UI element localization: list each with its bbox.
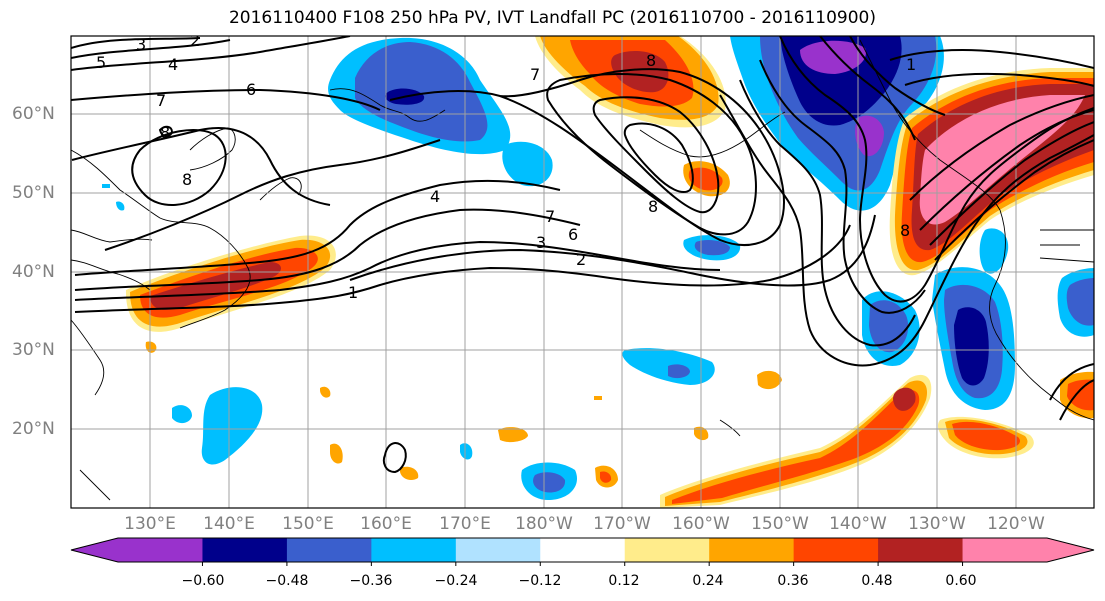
contour-label: 6 bbox=[568, 225, 578, 244]
shade-negative-alaska bbox=[800, 40, 866, 74]
lon-label: 160°W bbox=[672, 514, 730, 534]
colorbar-swatch bbox=[962, 538, 1048, 562]
colorbar-swatch bbox=[202, 538, 288, 562]
colorbar-swatch bbox=[624, 538, 710, 562]
shade-negative-east-pacific bbox=[954, 307, 989, 386]
shade-positive-japan bbox=[150, 262, 282, 310]
lon-label: 130°W bbox=[908, 514, 966, 534]
colorbar-tick-label: 0.36 bbox=[777, 573, 809, 589]
shade-positive-bering bbox=[688, 167, 723, 191]
shade-small-blob bbox=[498, 427, 528, 443]
lon-label: 120°W bbox=[987, 514, 1045, 534]
contour-label: 7 bbox=[156, 91, 166, 110]
lon-label: 170°E bbox=[439, 514, 491, 534]
colorbar-tick-label: −0.60 bbox=[181, 573, 225, 589]
contour-label: 3 bbox=[136, 35, 146, 54]
colorbar bbox=[70, 537, 1095, 566]
contour-label: 2 bbox=[190, 31, 200, 50]
contour-label: 8 bbox=[900, 221, 910, 240]
contour-label: 1 bbox=[906, 55, 916, 74]
lon-label: 150°W bbox=[751, 514, 809, 534]
colorbar-swatch bbox=[118, 538, 203, 562]
contour-label: 7 bbox=[530, 65, 540, 84]
contour-label: 4 bbox=[430, 187, 440, 206]
colorbar-tick-label: −0.48 bbox=[265, 573, 309, 589]
shade-positive-subtropical bbox=[660, 374, 932, 508]
colorbar-tick-label: 0.24 bbox=[692, 573, 724, 589]
lon-label: 140°E bbox=[203, 514, 255, 534]
shade-small-blob bbox=[668, 364, 690, 379]
contour-label: 3 bbox=[536, 233, 546, 252]
shade-negative-east-pacific bbox=[979, 228, 1009, 274]
lon-label: 130°E bbox=[124, 514, 176, 534]
lon-label: 150°E bbox=[282, 514, 334, 534]
shade-positive-bering bbox=[611, 50, 669, 93]
colorbar-outline bbox=[70, 537, 1095, 563]
colorbar-swatch bbox=[793, 538, 879, 562]
shade-small-blob bbox=[460, 443, 473, 460]
shade-negative-east-pacific bbox=[869, 300, 909, 353]
lat-label: 40°N bbox=[12, 262, 55, 282]
shade-small-blob bbox=[320, 386, 331, 398]
contour-label: 2 bbox=[576, 250, 586, 269]
shade-negative-east-pacific bbox=[1066, 278, 1094, 326]
graticule bbox=[71, 36, 1094, 508]
colorbar-extend-max bbox=[1047, 538, 1094, 562]
colorbar-swatch bbox=[455, 538, 541, 562]
shade-negative-alaska bbox=[855, 115, 884, 157]
lon-label: 160°E bbox=[360, 514, 412, 534]
lat-label: 30°N bbox=[12, 340, 55, 360]
lat-label: 20°N bbox=[12, 419, 55, 439]
pv-contours bbox=[71, 36, 1094, 474]
colorbar-extend-min bbox=[71, 538, 118, 562]
contour-label: 8 bbox=[646, 51, 656, 70]
contour-label: 8 bbox=[648, 197, 658, 216]
lon-label: 180°W bbox=[515, 514, 573, 534]
lat-label: 50°N bbox=[12, 183, 55, 203]
shade-small-blob bbox=[533, 472, 566, 493]
colorbar-swatch bbox=[709, 538, 795, 562]
shade-small-blob bbox=[102, 184, 110, 188]
plot-frame bbox=[70, 35, 1095, 509]
map-title: 2016110400 F108 250 hPa PV, IVT Landfall… bbox=[228, 8, 876, 28]
shade-negative-kamchatka bbox=[355, 42, 488, 142]
contour-label: 7 bbox=[545, 207, 555, 226]
colorbar-tick-label: 0.12 bbox=[608, 573, 640, 589]
colorbar-swatch bbox=[286, 538, 372, 562]
shade-positive-subtropical bbox=[1067, 379, 1094, 411]
shade-negative-alaska bbox=[694, 239, 730, 256]
shade-positive-subtropical bbox=[893, 387, 916, 411]
colorbar-swatch bbox=[540, 538, 626, 562]
contour-labels: 3 2 5 4 7 6 8 8 7 8 4 7 6 3 2 8 1 8 1 bbox=[96, 31, 916, 302]
colorbar-tick-label: −0.24 bbox=[434, 573, 478, 589]
contour-label: 8 bbox=[160, 123, 170, 142]
shade-small-blob bbox=[330, 443, 343, 464]
colorbar-tick-label: 0.48 bbox=[861, 573, 893, 589]
contour-label: 6 bbox=[246, 80, 256, 99]
shade-small-blob bbox=[201, 387, 263, 465]
shade-small-blob bbox=[757, 370, 782, 390]
colorbar-tick-label: 0.60 bbox=[945, 573, 977, 589]
contour-label: 5 bbox=[96, 53, 106, 72]
shade-negative-kamchatka bbox=[502, 141, 553, 187]
contour-label: 4 bbox=[168, 55, 178, 74]
lat-label: 60°N bbox=[12, 104, 55, 124]
shade-small-blob bbox=[600, 471, 612, 483]
colorbar-tick-label: −0.36 bbox=[349, 573, 393, 589]
map-plot-area: 3 2 5 4 7 6 8 8 7 8 4 7 6 3 2 8 1 8 1 bbox=[71, 31, 1094, 508]
lon-label: 140°W bbox=[829, 514, 887, 534]
colorbar-swatch bbox=[371, 538, 457, 562]
contour-label: 8 bbox=[182, 170, 192, 189]
lon-label: 170°W bbox=[593, 514, 651, 534]
colorbar-tick-label: −0.12 bbox=[518, 573, 562, 589]
shade-positive-subtropical bbox=[665, 380, 928, 506]
shade-small-blob bbox=[116, 201, 125, 211]
contour-label: 1 bbox=[348, 283, 358, 302]
shade-small-blob bbox=[594, 396, 602, 400]
shade-small-blob bbox=[172, 405, 192, 424]
colorbar-swatch bbox=[878, 538, 964, 562]
shade-small-blob bbox=[400, 466, 419, 480]
